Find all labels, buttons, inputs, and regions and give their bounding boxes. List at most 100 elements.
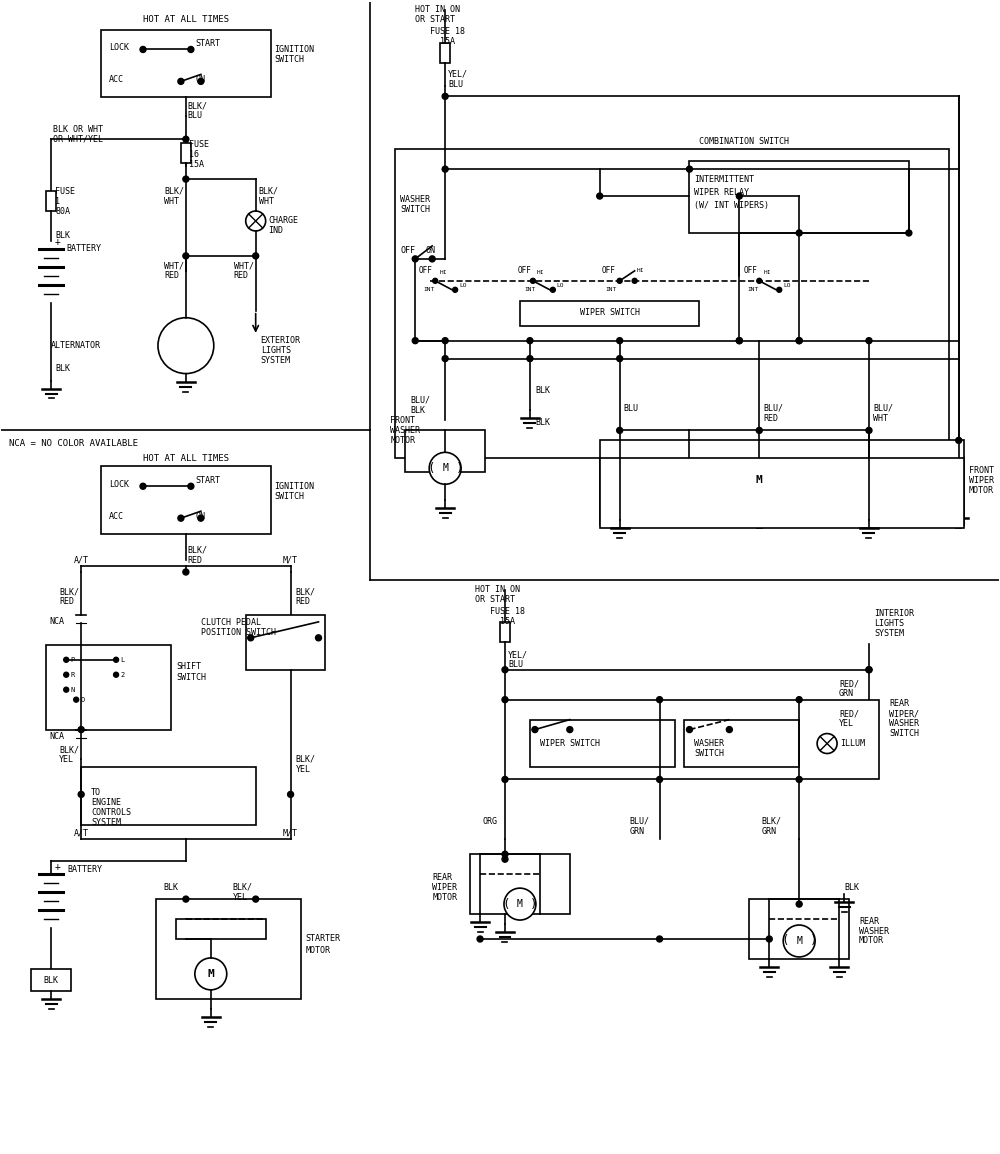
Bar bbox=[684, 720, 799, 767]
Circle shape bbox=[188, 484, 194, 489]
Text: BLU: BLU bbox=[188, 111, 203, 120]
Text: M: M bbox=[517, 899, 523, 909]
Circle shape bbox=[530, 278, 535, 284]
Text: LOCK: LOCK bbox=[109, 43, 129, 52]
Text: 16: 16 bbox=[189, 150, 199, 159]
Bar bbox=[156, 899, 301, 999]
Text: 15A: 15A bbox=[500, 617, 515, 627]
Text: M: M bbox=[207, 969, 214, 979]
Circle shape bbox=[412, 256, 418, 262]
Circle shape bbox=[866, 667, 872, 673]
Circle shape bbox=[502, 697, 508, 703]
Text: CONTROLS: CONTROLS bbox=[91, 808, 131, 817]
Text: M: M bbox=[796, 936, 802, 946]
Circle shape bbox=[657, 777, 663, 782]
Text: WIPER/: WIPER/ bbox=[889, 709, 919, 718]
Text: IND: IND bbox=[269, 226, 284, 235]
Text: GRN: GRN bbox=[839, 689, 854, 698]
Text: RED: RED bbox=[296, 598, 311, 607]
Text: WIPER SWITCH: WIPER SWITCH bbox=[580, 308, 640, 317]
Text: HI: HI bbox=[439, 270, 447, 276]
Text: BLK/: BLK/ bbox=[188, 102, 208, 111]
Text: OFF: OFF bbox=[518, 267, 532, 276]
Text: EXTERIOR: EXTERIOR bbox=[261, 336, 301, 345]
Text: MOTOR: MOTOR bbox=[432, 892, 457, 901]
Circle shape bbox=[442, 166, 448, 172]
Text: SWITCH: SWITCH bbox=[275, 55, 305, 63]
Text: BLK/: BLK/ bbox=[164, 187, 184, 195]
Text: RED: RED bbox=[164, 271, 179, 280]
Text: IGNITION: IGNITION bbox=[275, 45, 315, 54]
Text: BLK: BLK bbox=[44, 976, 59, 986]
Circle shape bbox=[502, 777, 508, 782]
Bar bbox=[46, 192, 56, 211]
Circle shape bbox=[597, 193, 603, 198]
Text: ON: ON bbox=[425, 247, 435, 255]
Text: GRN: GRN bbox=[761, 826, 776, 835]
Circle shape bbox=[195, 958, 227, 990]
Text: COMBINATION SWITCH: COMBINATION SWITCH bbox=[699, 136, 789, 145]
Circle shape bbox=[736, 338, 742, 344]
Bar bbox=[440, 44, 450, 63]
Text: NCA: NCA bbox=[49, 732, 64, 741]
Circle shape bbox=[657, 697, 663, 703]
Text: TO: TO bbox=[91, 788, 101, 797]
Text: SWITCH: SWITCH bbox=[400, 204, 430, 213]
Text: YEL: YEL bbox=[839, 719, 854, 728]
Circle shape bbox=[253, 897, 259, 902]
Circle shape bbox=[198, 515, 204, 522]
Text: OR START: OR START bbox=[475, 595, 515, 605]
Text: BATTERY: BATTERY bbox=[67, 864, 102, 874]
Circle shape bbox=[743, 464, 775, 496]
Text: LO: LO bbox=[783, 284, 791, 288]
Text: RED: RED bbox=[763, 414, 778, 424]
Text: SWITCH: SWITCH bbox=[275, 492, 305, 501]
Bar bbox=[600, 441, 964, 525]
Text: ): ) bbox=[530, 898, 538, 911]
Text: POSITION SWITCH: POSITION SWITCH bbox=[201, 628, 276, 637]
Text: INTERIOR: INTERIOR bbox=[874, 609, 914, 619]
Bar bbox=[470, 854, 570, 914]
Text: ACC: ACC bbox=[109, 511, 124, 520]
Circle shape bbox=[198, 78, 204, 84]
Text: BLK/: BLK/ bbox=[59, 745, 79, 754]
Circle shape bbox=[183, 136, 189, 142]
Circle shape bbox=[736, 338, 742, 344]
Text: BLK OR WHT: BLK OR WHT bbox=[53, 125, 103, 134]
Text: ENGINE: ENGINE bbox=[91, 797, 121, 807]
Text: YEL: YEL bbox=[233, 892, 248, 901]
Circle shape bbox=[64, 658, 69, 662]
Circle shape bbox=[140, 46, 146, 52]
Text: BLK: BLK bbox=[163, 883, 178, 892]
Text: SYSTEM: SYSTEM bbox=[261, 357, 291, 365]
Text: ORG: ORG bbox=[482, 817, 497, 826]
Text: HI: HI bbox=[637, 269, 644, 273]
Text: CHARGE: CHARGE bbox=[269, 217, 299, 225]
Text: OFF: OFF bbox=[602, 267, 616, 276]
Circle shape bbox=[657, 936, 663, 942]
Text: BLK/: BLK/ bbox=[59, 587, 79, 597]
Circle shape bbox=[550, 287, 555, 292]
Text: WIPER: WIPER bbox=[432, 883, 457, 892]
Text: RED/: RED/ bbox=[839, 680, 859, 688]
Bar bbox=[395, 149, 949, 458]
Circle shape bbox=[686, 166, 692, 172]
Circle shape bbox=[429, 256, 435, 262]
Bar bbox=[181, 143, 191, 163]
Text: BLU: BLU bbox=[448, 80, 463, 89]
Text: YEL/: YEL/ bbox=[448, 70, 468, 78]
Circle shape bbox=[140, 484, 146, 489]
Text: BLK: BLK bbox=[55, 364, 70, 373]
Text: (W/ INT WIPERS): (W/ INT WIPERS) bbox=[694, 201, 769, 210]
Text: REAR: REAR bbox=[889, 699, 909, 709]
Text: SWITCH: SWITCH bbox=[889, 729, 919, 739]
Circle shape bbox=[442, 93, 448, 99]
Text: ON: ON bbox=[196, 75, 206, 84]
Text: BLK: BLK bbox=[535, 418, 550, 427]
Text: BLK: BLK bbox=[535, 387, 550, 395]
Text: FUSE: FUSE bbox=[189, 140, 209, 149]
Text: A/T: A/T bbox=[74, 829, 89, 838]
Text: 15A: 15A bbox=[440, 37, 455, 46]
Circle shape bbox=[183, 569, 189, 575]
Text: ): ) bbox=[809, 935, 817, 947]
